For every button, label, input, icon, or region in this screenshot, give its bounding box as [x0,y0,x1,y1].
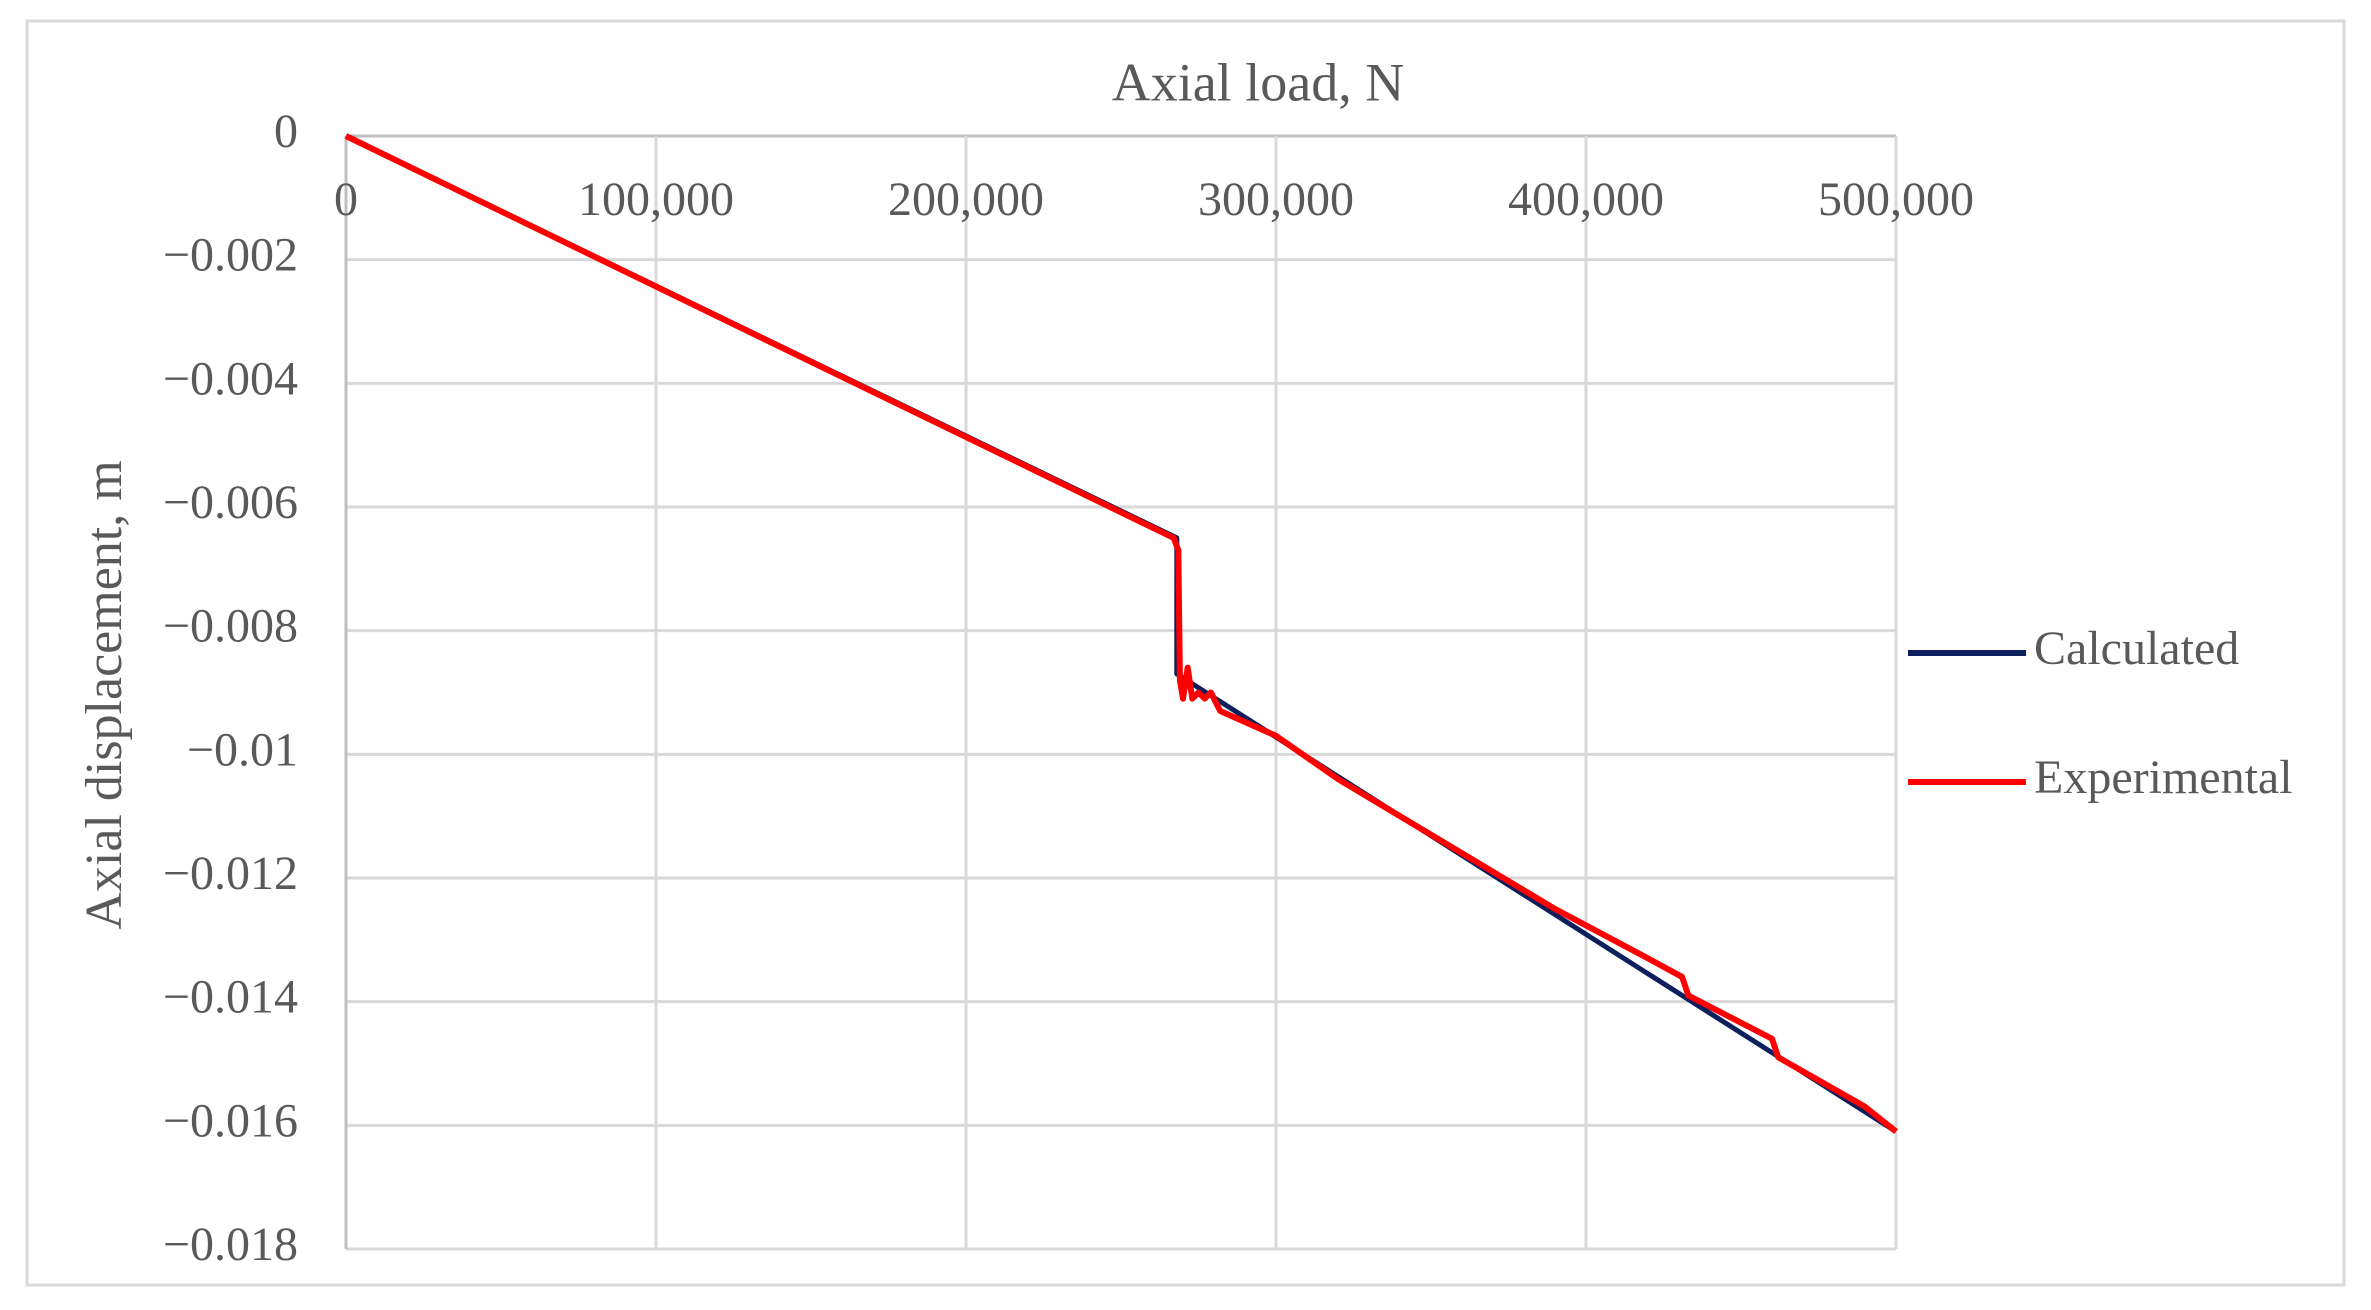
x-tick-label: 300,000 [1198,173,1354,226]
legend-label: Experimental [2034,751,2293,804]
x-tick-label: 400,000 [1508,173,1664,226]
x-tick-label: 100,000 [578,173,734,226]
y-tick-label: −0.006 [163,476,298,529]
y-tick-label: −0.016 [163,1094,298,1147]
x-tick-label: 200,000 [888,173,1044,226]
data-line [344,133,1898,1134]
y-tick-label: 0 [274,105,298,158]
legend-label: Calculated [2034,622,2239,675]
y-tick-label: −0.008 [163,600,298,653]
chart-title: Axial load, N [1112,52,1404,112]
y-tick-label: −0.014 [163,971,298,1024]
y-tick-label: −0.004 [163,352,298,405]
y-tick-label: −0.012 [163,847,298,900]
y-axis-label: Axial displacement, m [76,460,133,929]
y-tick-label: −0.01 [187,723,298,776]
y-tick-label: −0.018 [163,1218,298,1271]
x-tick-label: 0 [334,173,358,226]
x-tick-label: 500,000 [1818,173,1974,226]
y-tick-label: −0.002 [163,229,298,282]
